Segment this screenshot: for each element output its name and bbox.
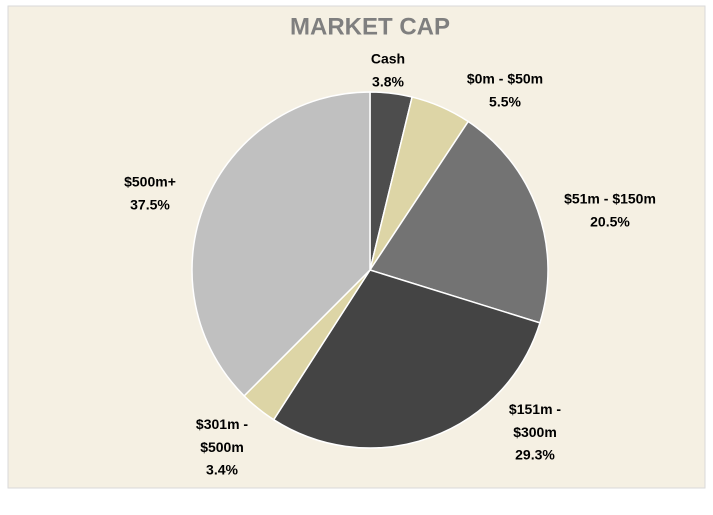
category-label: $500m+ — [124, 174, 176, 190]
chart-title: MARKET CAP — [290, 13, 450, 40]
category-label: Cash — [371, 51, 405, 67]
value-label: 20.5% — [590, 214, 630, 230]
value-label: 29.3% — [515, 447, 555, 463]
category-label: $0m - $50m — [467, 71, 543, 87]
category-label: $301m -$500m — [196, 416, 248, 455]
value-label: 37.5% — [130, 197, 170, 213]
pie-slice — [191, 91, 371, 397]
category-label: $51m - $150m — [564, 191, 656, 207]
pie-slice — [368, 120, 549, 324]
pie-slice — [272, 269, 541, 449]
value-label: 5.5% — [489, 94, 521, 110]
value-label: 3.8% — [372, 74, 404, 90]
category-label: $151m -$300m — [509, 401, 561, 440]
value-label: 3.4% — [206, 462, 238, 478]
